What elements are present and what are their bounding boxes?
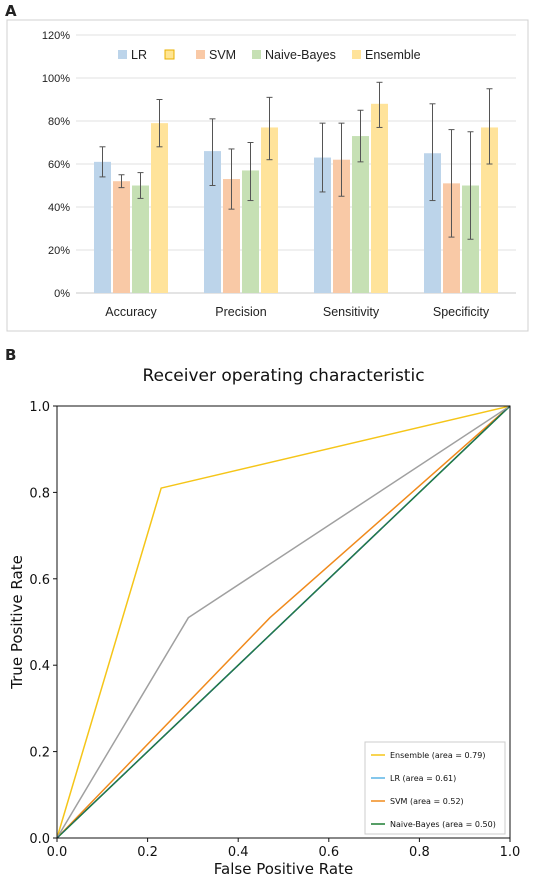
legend-label: SVM (area = 0.52) (390, 797, 464, 806)
panel-b-letter: B (5, 346, 16, 364)
bar (371, 103, 388, 293)
legend-label: LR (area = 0.61) (390, 774, 456, 783)
y-tick-label: 0.2 (29, 746, 50, 761)
x-tick-label: 0.8 (409, 845, 430, 860)
legend-swatch (352, 50, 361, 59)
panel-a-letter: A (5, 2, 17, 20)
y-axis-label: True Positive Rate (8, 555, 26, 690)
bar (333, 159, 350, 293)
bar (94, 161, 111, 293)
x-tick-label: 0.4 (228, 845, 249, 860)
bar (314, 157, 331, 293)
category-label: Specificity (433, 305, 490, 319)
bar (204, 151, 221, 293)
y-tick-label: 0.0 (29, 832, 50, 847)
y-tick-label: 20% (48, 245, 70, 257)
x-tick-label: 1.0 (500, 845, 521, 860)
x-axis-label: False Positive Rate (214, 860, 353, 878)
roc-curve (56, 405, 511, 839)
legend-swatch (252, 50, 261, 59)
bar (443, 183, 460, 293)
x-tick-label: 0.2 (137, 845, 158, 860)
y-tick-label: 1.0 (29, 400, 50, 415)
legend-label: Naive-Bayes (265, 48, 336, 62)
bar (352, 136, 369, 293)
legend-label: Naive-Bayes (area = 0.50) (390, 820, 496, 829)
roc-curve-unlabeled (56, 405, 511, 839)
legend-swatch (196, 50, 205, 59)
roc-curve (56, 405, 511, 839)
y-tick-label: 0% (54, 288, 70, 300)
bar (424, 153, 441, 293)
bar (261, 127, 278, 293)
y-tick-label: 60% (48, 159, 70, 171)
category-label: Precision (215, 305, 266, 319)
legend-label: Ensemble (area = 0.79) (390, 751, 485, 760)
legend-swatch (164, 49, 175, 60)
chart-title: Receiver operating characteristic (142, 366, 424, 386)
category-label: Sensitivity (323, 305, 380, 319)
y-tick-label: 80% (48, 116, 70, 128)
legend: Ensemble (area = 0.79) LR (area = 0.61) SV… (364, 741, 506, 835)
roc-chart-panel-b: Receiver operating characteristic 0.0 0.2 0… (8, 366, 520, 878)
x-tick-label: 0.0 (47, 845, 68, 860)
y-tick-label: 40% (48, 202, 70, 214)
y-tick-label: 0.6 (29, 573, 50, 588)
legend-label: LR (131, 48, 147, 62)
y-tick-label: 100% (42, 73, 70, 85)
diagonal-reference-line (56, 405, 511, 839)
bar (242, 170, 259, 293)
legend-box (364, 741, 506, 835)
bar-chart-panel-a: 0% 20% 40% 60% 80% 100% 120% Accuracy Precision S… (42, 30, 516, 319)
bar (151, 123, 168, 294)
y-tick-label: 120% (42, 30, 70, 42)
category-label: Accuracy (105, 305, 157, 319)
x-tick-label: 0.6 (318, 845, 339, 860)
y-tick-label: 0.8 (29, 486, 50, 501)
y-tick-label: 0.4 (29, 659, 50, 674)
bar (223, 179, 240, 293)
legend-swatch (118, 50, 127, 59)
bar (132, 185, 149, 293)
legend-label: Ensemble (365, 48, 421, 62)
plot-frame (56, 405, 511, 839)
bar (113, 181, 130, 293)
bar (481, 127, 498, 293)
legend-label: SVM (209, 48, 236, 62)
